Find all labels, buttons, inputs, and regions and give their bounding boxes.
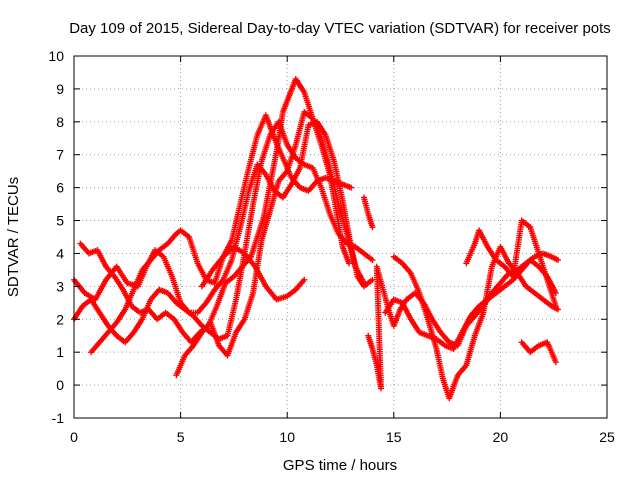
y-tick-label: 4 [56,245,64,261]
data-point [369,224,376,231]
data-point [554,257,561,264]
x-tick-label: 15 [386,429,402,445]
y-tick-label: 3 [56,278,64,294]
x-tick-label: 5 [177,429,185,445]
y-axis-label: SDTVAR / TECUs [5,177,22,297]
series-track-5 [173,108,367,379]
series-track-10 [463,217,559,310]
data-point [369,257,376,264]
plot-frame [73,55,608,419]
data-point [360,280,367,287]
x-tick-label: 0 [70,429,78,445]
data-point [301,276,308,283]
x-tick-label: 25 [599,429,615,445]
chart-title: Day 109 of 2015, Sidereal Day-to-day VTE… [69,20,611,37]
y-tick-label: 9 [56,81,64,97]
y-tick-label: 0 [56,377,64,393]
x-axis-label: GPS time / hours [283,457,397,474]
y-tick-label: 6 [56,180,64,196]
y-tick-label: 10 [48,48,64,64]
series-track-9 [390,243,561,402]
data-points [71,76,561,402]
data-point [346,260,353,267]
y-tick-label: -1 [52,410,65,426]
y-tick-label: 5 [56,213,64,229]
data-point [552,303,559,310]
series-track-12 [360,194,376,231]
axis-ticks: 0 5 10 15 20 25 -1 0 1 2 3 4 5 6 7 8 9 10 [48,48,615,445]
series-track-11 [518,339,559,366]
data-point [552,359,559,366]
series-track-6 [198,243,308,303]
y-tick-label: 2 [56,311,64,327]
y-tick-label: 8 [56,114,64,130]
x-tick-label: 20 [493,429,509,445]
data-point [552,289,559,296]
x-tick-label: 10 [279,429,295,445]
y-tick-label: 7 [56,147,64,163]
data-point [554,306,561,313]
y-tick-label: 1 [56,344,64,360]
data-point [348,184,355,191]
series-track-4 [88,112,355,356]
